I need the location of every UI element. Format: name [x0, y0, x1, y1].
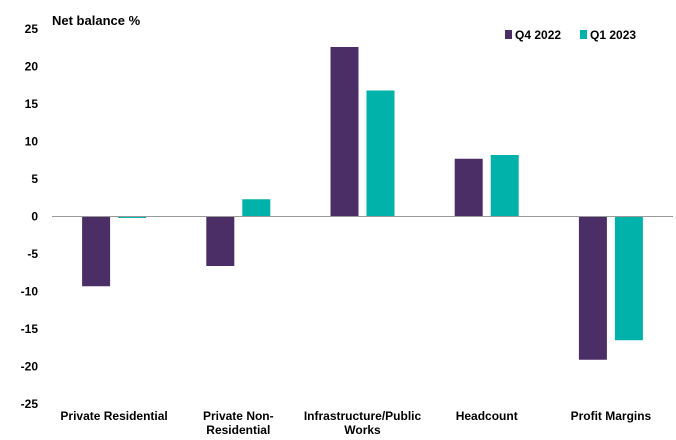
y-axis-label: Net balance % — [52, 13, 141, 28]
legend-swatch — [580, 30, 587, 39]
category-label: Headcount — [456, 409, 518, 423]
bar — [206, 216, 235, 266]
y-tick-label: 0 — [31, 210, 38, 224]
bar — [454, 158, 483, 217]
bar — [330, 47, 359, 217]
legend-label: Q1 2023 — [590, 28, 636, 42]
y-tick-label: -25 — [21, 397, 39, 411]
legend-label: Q4 2022 — [515, 28, 561, 42]
y-tick-label: -5 — [27, 247, 38, 261]
y-tick-label: 15 — [25, 97, 39, 111]
bar — [82, 216, 111, 287]
category-label: Private Residential — [60, 409, 167, 423]
y-tick-label: 25 — [25, 22, 39, 36]
category-label: Profit Margins — [571, 409, 652, 423]
y-tick-label: -20 — [21, 360, 39, 374]
bar — [366, 90, 395, 217]
y-tick-label: 5 — [31, 172, 38, 186]
category-label: Private Non-Residential — [203, 409, 274, 437]
bars — [82, 47, 643, 360]
y-axis-ticks: 25 20 15 10 5 0 -5 -10 -15 -20 -25 — [21, 22, 39, 411]
bar — [578, 216, 607, 360]
category-label: Infrastructure/Public Works — [304, 409, 422, 437]
category-labels: Private Residential Private Non-Residenti… — [60, 409, 651, 437]
y-tick-label: 20 — [25, 60, 39, 74]
bar — [242, 199, 271, 217]
legend: Q4 2022 Q1 2023 — [505, 28, 636, 42]
bar — [118, 216, 147, 218]
bar — [614, 216, 643, 341]
legend-swatch — [505, 30, 512, 39]
y-tick-label: -15 — [21, 322, 39, 336]
y-tick-label: 10 — [25, 135, 39, 149]
y-tick-label: -10 — [21, 285, 39, 299]
bar — [490, 155, 519, 217]
